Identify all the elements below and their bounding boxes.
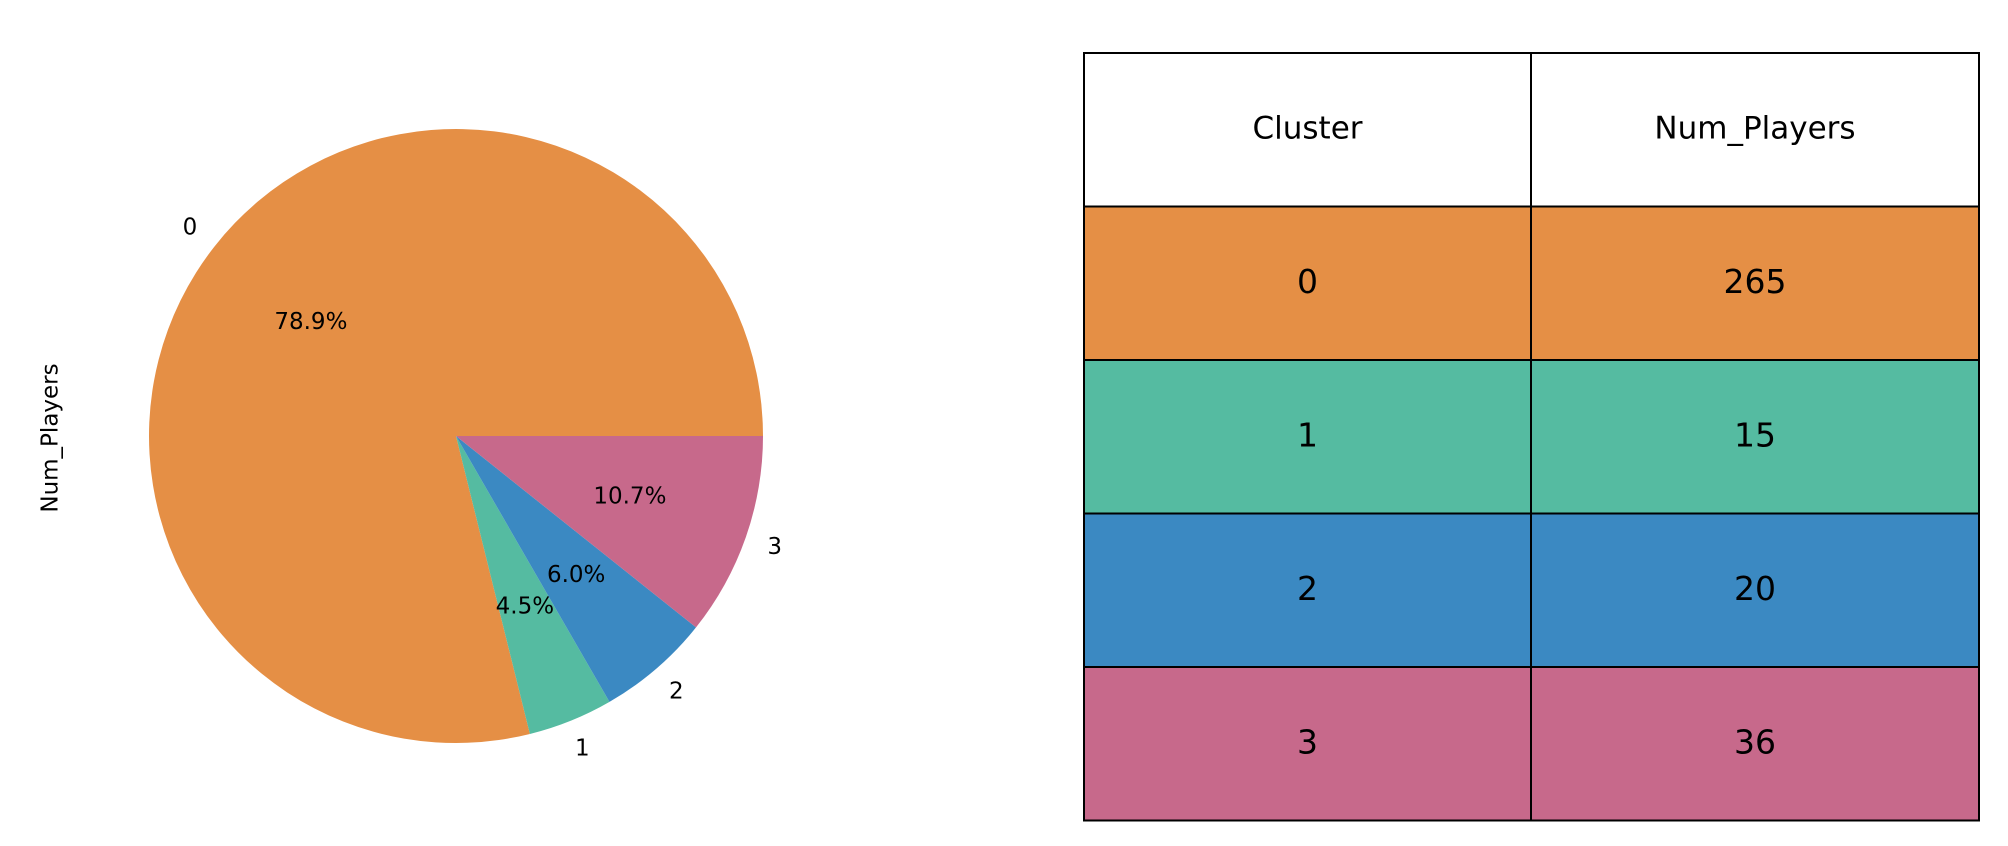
pie-y-axis-label: Num_Players <box>38 363 64 512</box>
table-header-text: Cluster <box>1252 110 1362 146</box>
pie-category-label-0: 0 <box>183 214 198 240</box>
table-cell <box>1083 666 1532 822</box>
pie-slice-2 <box>456 436 697 702</box>
table-cell-text: 265 <box>1724 262 1787 301</box>
table-header-cell <box>1530 52 1980 208</box>
pie-category-label-1: 1 <box>575 736 590 762</box>
table-cell-text: 0 <box>1297 262 1318 301</box>
pie-percent-label-1: 4.5% <box>496 593 554 619</box>
pie-category-label-2: 2 <box>669 679 684 705</box>
table-cell <box>1530 666 1980 822</box>
pie-category-label-3: 3 <box>767 534 782 560</box>
table-cell-text: 36 <box>1734 722 1776 761</box>
table-cell-text: 2 <box>1297 569 1318 608</box>
pie-percent-label-0: 78.9% <box>274 309 347 335</box>
pie-slice-3 <box>456 436 763 628</box>
table-cell-text: 3 <box>1297 722 1318 761</box>
pie-percent-label-2: 6.0% <box>547 562 605 588</box>
data-table: Cluster Num_Players 0 265 1 15 2 20 3 36 <box>1083 52 1980 822</box>
pie-percent-label-3: 10.7% <box>593 483 666 509</box>
table-cell-text: 15 <box>1734 415 1776 454</box>
table-header-cell <box>1083 52 1532 208</box>
pie-chart: 0 78.9% 1 4.5% 2 6.0% 3 10.7% <box>148 128 782 762</box>
table-cell-text: 20 <box>1734 569 1776 608</box>
table-header-text: Num_Players <box>1654 110 1855 146</box>
table-cell-text: 1 <box>1297 415 1318 454</box>
pie-slice-0 <box>148 128 764 743</box>
table-cell <box>1530 512 1980 668</box>
pie-slice-1 <box>456 436 610 734</box>
table-cell <box>1083 512 1532 668</box>
